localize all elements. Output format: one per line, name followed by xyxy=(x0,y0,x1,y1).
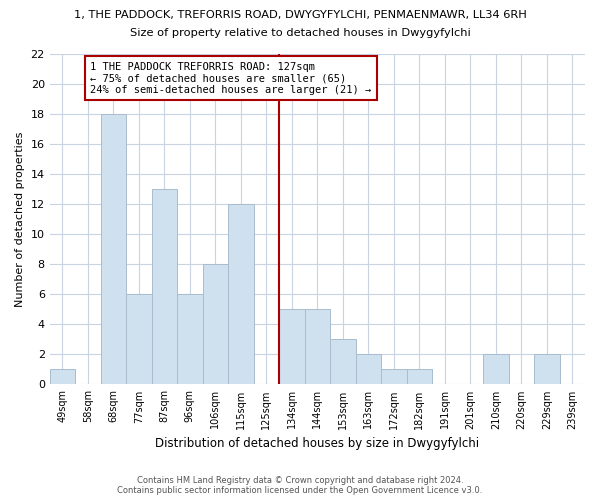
Text: 1, THE PADDOCK, TREFORRIS ROAD, DWYGYFYLCHI, PENMAENMAWR, LL34 6RH: 1, THE PADDOCK, TREFORRIS ROAD, DWYGYFYL… xyxy=(74,10,526,20)
Bar xyxy=(534,354,560,384)
Bar xyxy=(483,354,509,384)
Bar xyxy=(407,370,432,384)
Bar xyxy=(152,189,177,384)
Bar xyxy=(279,310,305,384)
Bar xyxy=(228,204,254,384)
Bar xyxy=(356,354,381,384)
Bar xyxy=(177,294,203,384)
Text: 1 THE PADDOCK TREFORRIS ROAD: 127sqm
← 75% of detached houses are smaller (65)
2: 1 THE PADDOCK TREFORRIS ROAD: 127sqm ← 7… xyxy=(91,62,372,94)
Bar xyxy=(381,370,407,384)
Bar xyxy=(330,340,356,384)
Bar xyxy=(101,114,126,384)
X-axis label: Distribution of detached houses by size in Dwygyfylchi: Distribution of detached houses by size … xyxy=(155,437,479,450)
Bar xyxy=(50,370,75,384)
Bar xyxy=(305,310,330,384)
Text: Size of property relative to detached houses in Dwygyfylchi: Size of property relative to detached ho… xyxy=(130,28,470,38)
Bar xyxy=(203,264,228,384)
Y-axis label: Number of detached properties: Number of detached properties xyxy=(15,132,25,307)
Bar xyxy=(126,294,152,384)
Text: Contains HM Land Registry data © Crown copyright and database right 2024.
Contai: Contains HM Land Registry data © Crown c… xyxy=(118,476,482,495)
